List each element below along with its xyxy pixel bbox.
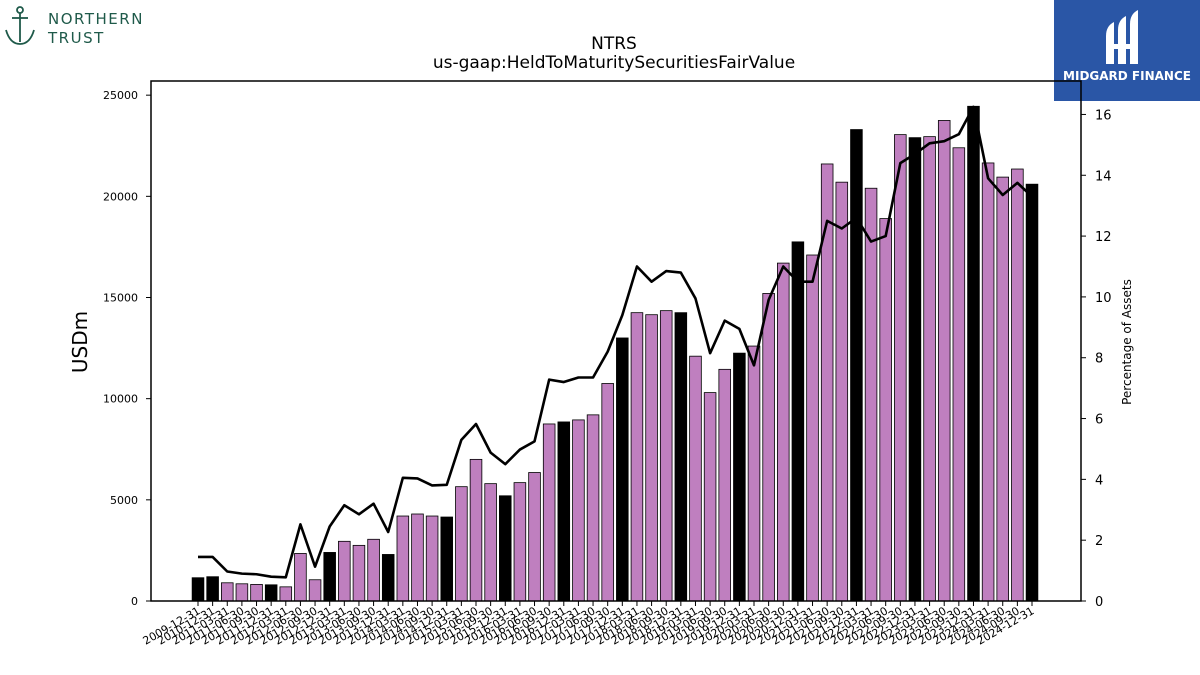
bar-2016-12-31 bbox=[557, 421, 571, 602]
bar-2015-12-31 bbox=[499, 495, 512, 602]
y2-tick-label-6: 6 bbox=[1095, 413, 1103, 428]
bar-2015-03-31 bbox=[455, 486, 468, 602]
bar-2016-09-30 bbox=[542, 423, 556, 602]
y-axis-label: USDm bbox=[68, 311, 92, 373]
y2-tick-label-0: 0 bbox=[1095, 595, 1103, 610]
bar-2019-03-31 bbox=[689, 355, 702, 602]
percentage-line bbox=[198, 105, 1033, 579]
bar-2020-09-30 bbox=[777, 262, 790, 602]
bar-2023-12-31 bbox=[967, 105, 980, 602]
y-tick-label-20000: 20000 bbox=[103, 190, 138, 203]
bar-2022-03-31 bbox=[864, 187, 878, 602]
bar-2013-06-30 bbox=[352, 544, 366, 602]
bar-2024-06-30 bbox=[996, 176, 1009, 602]
bar-2019-06-30 bbox=[703, 392, 717, 602]
bar-2012-09-30 bbox=[308, 579, 322, 602]
line-group bbox=[198, 105, 1033, 579]
chart-subtitle: us-gaap:HeldToMaturitySecuritiesFairValu… bbox=[433, 53, 795, 73]
bar-2021-03-31 bbox=[806, 254, 819, 602]
bar-2017-06-30 bbox=[586, 414, 600, 602]
bar-2017-03-31 bbox=[572, 419, 585, 602]
bar-2017-12-31 bbox=[616, 337, 629, 602]
bar-2009-12-31 bbox=[191, 577, 205, 602]
bar-2019-09-30 bbox=[718, 368, 731, 602]
bar-2024-03-31 bbox=[981, 162, 995, 602]
bar-2011-12-31 bbox=[264, 584, 278, 602]
bar-2020-03-31 bbox=[747, 345, 761, 602]
bar-2015-06-30 bbox=[469, 458, 483, 602]
bar-2022-09-30 bbox=[894, 134, 907, 602]
y2-tick-label-2: 2 bbox=[1095, 534, 1103, 549]
northern-trust-logo: NORTHERN TRUST bbox=[4, 4, 164, 52]
bar-2018-09-30 bbox=[659, 310, 673, 602]
bar-2023-09-30 bbox=[952, 147, 966, 602]
bar-2011-03-31 bbox=[221, 582, 234, 602]
y-tick-label-10000: 10000 bbox=[103, 393, 138, 406]
bar-2024-09-30 bbox=[1011, 168, 1024, 602]
y-tick-label-15000: 15000 bbox=[103, 291, 138, 304]
bar-2021-06-30 bbox=[820, 163, 834, 602]
axes-group: 0500010000150002000025000024681012141620… bbox=[103, 80, 1112, 648]
bar-2021-09-30 bbox=[835, 181, 849, 602]
bar-2017-09-30 bbox=[601, 383, 614, 602]
bar-2018-06-30 bbox=[645, 314, 658, 602]
bar-2014-12-31 bbox=[440, 516, 453, 602]
bar-2022-06-30 bbox=[879, 218, 892, 602]
chart-title: NTRS bbox=[591, 34, 637, 54]
bar-2022-12-31 bbox=[908, 137, 922, 602]
anchor-icon bbox=[5, 6, 35, 45]
y2-axis-label: Percentage of Assets bbox=[1120, 279, 1134, 405]
midgard-finance-logo: MIDGARD FINANCE bbox=[1054, 0, 1200, 101]
y2-tick-label-10: 10 bbox=[1095, 291, 1112, 306]
y2-tick-label-8: 8 bbox=[1095, 352, 1103, 367]
bar-2012-06-30 bbox=[294, 553, 307, 602]
bar-2013-12-31 bbox=[381, 554, 395, 602]
logo-line-2: TRUST bbox=[48, 29, 105, 47]
bar-2021-12-31 bbox=[850, 129, 863, 602]
bar-2012-12-31 bbox=[323, 552, 336, 602]
y-tick-label-5000: 5000 bbox=[110, 494, 138, 507]
bar-2013-09-30 bbox=[367, 538, 380, 602]
bar-2014-09-30 bbox=[425, 515, 439, 602]
y-tick-label-0: 0 bbox=[131, 595, 138, 608]
bar-2020-06-30 bbox=[762, 293, 775, 602]
bar-2023-06-30 bbox=[937, 120, 951, 602]
y-tick-label-25000: 25000 bbox=[103, 89, 138, 102]
bar-2015-09-30 bbox=[484, 483, 497, 602]
bar-2023-03-31 bbox=[923, 136, 936, 602]
logo-line-1: NORTHERN bbox=[48, 10, 144, 28]
y2-tick-label-14: 14 bbox=[1095, 169, 1112, 184]
bar-2018-03-31 bbox=[630, 312, 644, 602]
y2-tick-label-16: 16 bbox=[1095, 108, 1112, 123]
bar-2020-12-31 bbox=[791, 241, 805, 602]
bar-2014-03-31 bbox=[396, 515, 410, 602]
y2-tick-label-12: 12 bbox=[1095, 230, 1112, 245]
bar-2012-03-31 bbox=[279, 586, 293, 602]
bar-2013-03-31 bbox=[338, 540, 351, 602]
midgard-mark-icon bbox=[1106, 10, 1138, 64]
bar-2010-12-31 bbox=[206, 576, 219, 602]
bar-2014-06-30 bbox=[411, 513, 424, 602]
midgard-finance-text: MIDGARD FINANCE bbox=[1063, 69, 1191, 83]
bar-2011-06-30 bbox=[235, 583, 249, 602]
bar-2016-06-30 bbox=[528, 472, 541, 602]
bars-group bbox=[191, 105, 1039, 602]
bar-2018-12-31 bbox=[674, 312, 688, 602]
plot-frame bbox=[150, 80, 1082, 602]
bar-2011-09-30 bbox=[250, 584, 263, 602]
bar-2019-12-31 bbox=[733, 352, 746, 602]
bar-2016-03-31 bbox=[513, 482, 527, 602]
bar-2024-12-31 bbox=[1025, 183, 1039, 602]
y2-tick-label-4: 4 bbox=[1095, 473, 1103, 488]
